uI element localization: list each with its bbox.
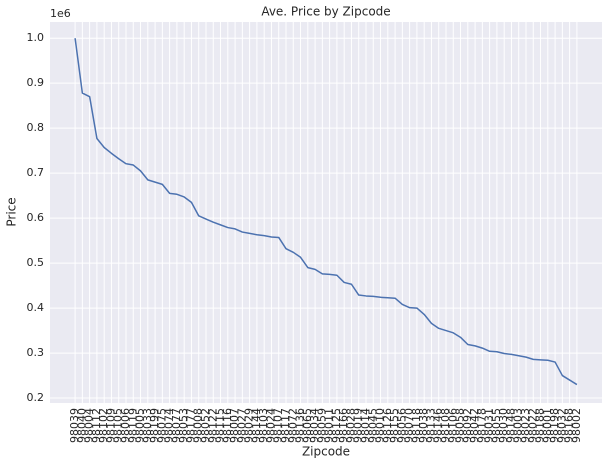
x-tick-label: 98006 bbox=[119, 408, 132, 443]
x-tick-label: 98011 bbox=[323, 408, 336, 443]
x-tick-label: 98117 bbox=[279, 408, 292, 443]
x-tick-label: 98146 bbox=[432, 408, 445, 443]
x-tick-label: 98042 bbox=[468, 408, 481, 443]
y-tick-label: 0.7 bbox=[27, 166, 45, 179]
y-axis-label: Price bbox=[5, 197, 19, 226]
x-tick-label: 98199 bbox=[148, 408, 161, 443]
line bbox=[74, 38, 578, 386]
x-tick-label: 98059 bbox=[315, 408, 328, 443]
plot-background bbox=[50, 22, 602, 403]
x-tick-label: 98058 bbox=[454, 408, 467, 443]
x-tick-label: 98177 bbox=[184, 408, 197, 443]
x-tick-label: 98105 bbox=[112, 408, 125, 443]
x-tick-label: 98126 bbox=[381, 408, 394, 443]
x-tick-label: 98004 bbox=[83, 408, 96, 443]
y-tick-label: 0.8 bbox=[27, 121, 45, 134]
x-tick-label: 98007 bbox=[228, 408, 241, 443]
x-tick-label: 98188 bbox=[534, 408, 547, 443]
x-tick-label: 98055 bbox=[490, 408, 503, 443]
x-tick-label: 98008 bbox=[192, 408, 205, 443]
x-tick-label: 98107 bbox=[272, 408, 285, 443]
x-tick-label: 98118 bbox=[410, 408, 423, 443]
x-tick-label: 98034 bbox=[308, 408, 321, 443]
x-tick-label: 98136 bbox=[294, 408, 307, 443]
x-tick-label: 98038 bbox=[417, 408, 430, 443]
chart-title: Ave. Price by Zipcode bbox=[261, 5, 390, 19]
x-tick-label: 98001 bbox=[541, 408, 554, 443]
x-tick-label: 98074 bbox=[163, 408, 176, 443]
x-tick-label: 98014 bbox=[359, 408, 372, 443]
x-tick-label: 98178 bbox=[475, 408, 488, 443]
y-tick-label: 0.3 bbox=[27, 346, 45, 359]
x-tick-label: 98112 bbox=[90, 408, 103, 443]
x-tick-label: 98144 bbox=[250, 408, 263, 443]
x-tick-label: 98024 bbox=[264, 408, 277, 443]
x-tick-label: 98019 bbox=[352, 408, 365, 443]
x-tick-label: 98119 bbox=[126, 408, 139, 443]
x-axis-label: Zipcode bbox=[302, 445, 350, 459]
x-tick-label: 98027 bbox=[235, 408, 248, 443]
x-tick-label: 98077 bbox=[170, 408, 183, 443]
x-tick-label: 98052 bbox=[199, 408, 212, 443]
x-tick-label: 98030 bbox=[497, 408, 510, 443]
x-tick-label: 98102 bbox=[97, 408, 110, 443]
x-tick-label: 98116 bbox=[221, 408, 234, 443]
x-tick-label: 98028 bbox=[344, 408, 357, 443]
y-tick-label: 0.6 bbox=[27, 211, 45, 224]
x-tick-label: 98022 bbox=[526, 408, 539, 443]
x-tick-label: 98010 bbox=[374, 408, 387, 443]
x-tick-label: 98122 bbox=[206, 408, 219, 443]
x-tick-label: 98029 bbox=[243, 408, 256, 443]
x-tick-label: 98106 bbox=[446, 408, 459, 443]
x-tick-label: 98109 bbox=[104, 408, 117, 443]
x-tick-label: 98133 bbox=[424, 408, 437, 443]
x-tick-label: 98155 bbox=[388, 408, 401, 443]
x-tick-label: 98092 bbox=[461, 408, 474, 443]
y-offset-label: 1e6 bbox=[50, 7, 71, 20]
x-tick-label: 98040 bbox=[75, 408, 88, 443]
x-tick-label: 98148 bbox=[504, 408, 517, 443]
x-tick-label: 98166 bbox=[337, 408, 350, 443]
x-tick-label: 98031 bbox=[483, 408, 496, 443]
y-tick-label: 1.0 bbox=[27, 31, 45, 44]
x-tick-label: 98103 bbox=[257, 408, 270, 443]
x-tick-label: 98115 bbox=[214, 408, 227, 443]
x-tick-label: 98070 bbox=[403, 408, 416, 443]
x-tick-label: 98033 bbox=[141, 408, 154, 443]
y-tick-label: 0.4 bbox=[27, 301, 45, 314]
y-tick-label: 0.2 bbox=[27, 391, 45, 404]
x-tick-label: 98056 bbox=[395, 408, 408, 443]
x-tick-label: 98198 bbox=[548, 408, 561, 443]
x-tick-label: 98005 bbox=[134, 408, 147, 443]
x-tick-label: 98045 bbox=[366, 408, 379, 443]
x-tick-label: 98023 bbox=[519, 408, 532, 443]
x-tick-label: 98053 bbox=[177, 408, 190, 443]
x-tick-label: 98108 bbox=[439, 408, 452, 443]
x-tick-label: 98039 bbox=[68, 408, 81, 443]
x-tick-label: 98125 bbox=[330, 408, 343, 443]
x-tick-label: 98168 bbox=[563, 408, 576, 443]
y-tick-label: 0.9 bbox=[27, 76, 45, 89]
x-tick-label: 98002 bbox=[570, 408, 583, 443]
y-tick-label: 0.5 bbox=[27, 256, 45, 269]
x-tick-label: 98075 bbox=[155, 408, 168, 443]
x-tick-label: 98003 bbox=[512, 408, 525, 443]
x-tick-label: 98072 bbox=[286, 408, 299, 443]
x-tick-label: 98032 bbox=[555, 408, 568, 443]
x-tick-label: 98065 bbox=[301, 408, 314, 443]
